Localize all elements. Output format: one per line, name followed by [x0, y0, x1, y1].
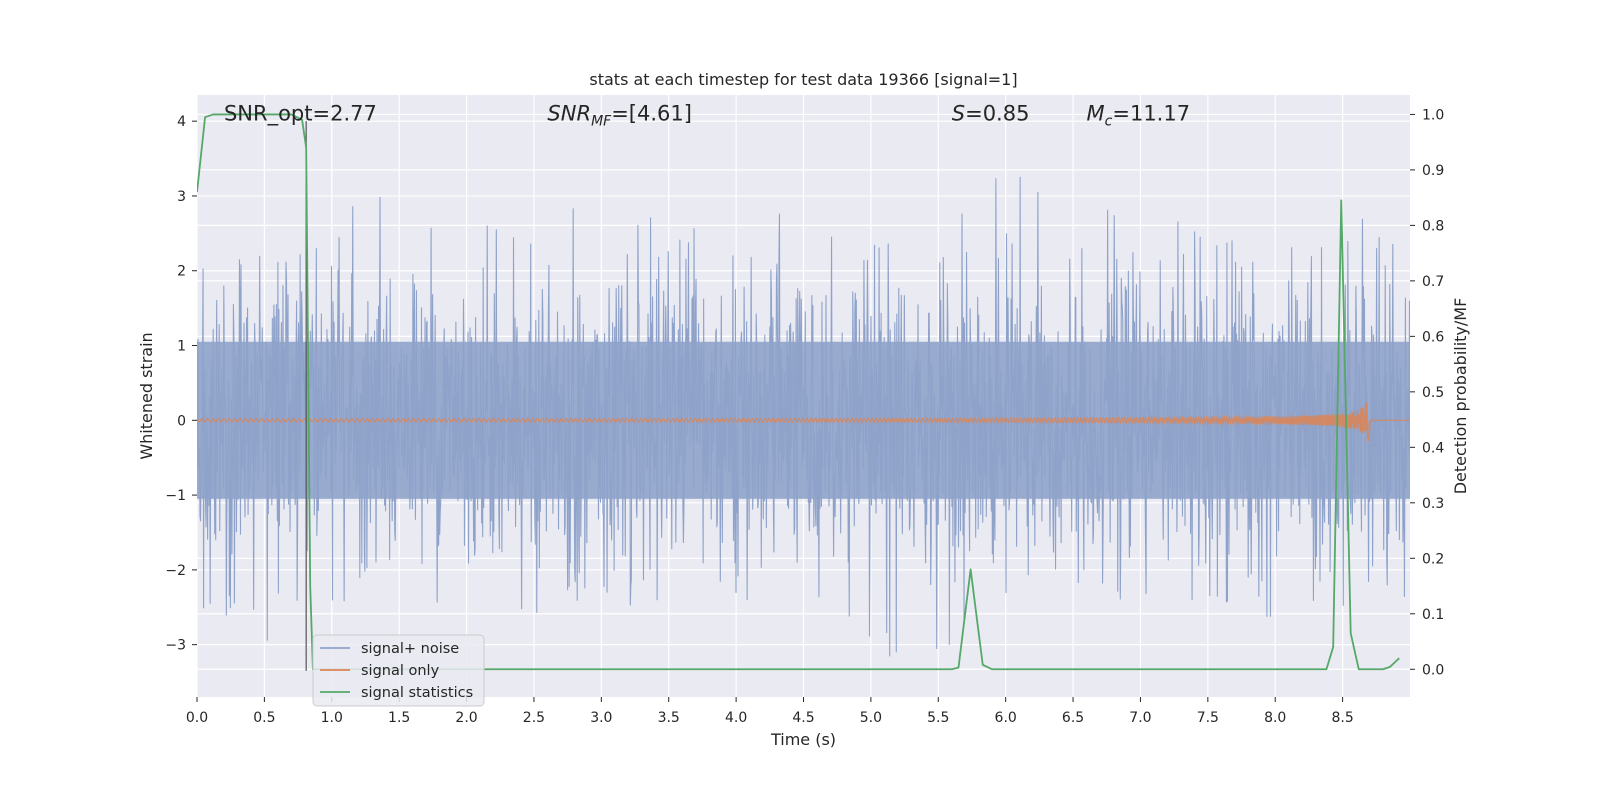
y-tick-label: −2	[165, 563, 186, 579]
y2-tick-label: 0.9	[1422, 163, 1444, 179]
y2-tick-label: 0.8	[1422, 218, 1444, 234]
noise-trace	[197, 176, 1410, 657]
plot-area	[197, 113, 1410, 671]
x-tick-label: 5.0	[860, 710, 882, 726]
x-tick-label: 2.0	[455, 710, 477, 726]
chart-title: stats at each timestep for test data 193…	[589, 70, 1017, 89]
legend-box	[312, 634, 485, 707]
x-tick-label: 4.0	[725, 710, 747, 726]
y-tick-label: 0	[177, 413, 186, 429]
y-tick-label: 4	[177, 114, 186, 130]
x-tick-label: 7.5	[1197, 710, 1219, 726]
y2-tick-label: 0.0	[1422, 662, 1444, 678]
legend-label: signal statistics	[361, 685, 473, 701]
x-tick-label: 1.0	[321, 710, 343, 726]
y2-tick-label: 0.6	[1422, 329, 1444, 345]
annotation-2: S=0.85	[952, 102, 1030, 126]
y2-tick-label: 0.4	[1422, 440, 1444, 456]
y-axis-right: 1.0 0.9 0.8 0.7 0.6 0.5 0.4 0.3 0.2 0.1 0.0	[1410, 107, 1444, 678]
x-tick-label: 3.5	[658, 710, 680, 726]
signal-trace	[197, 402, 1410, 442]
y-tick-label: 2	[177, 264, 186, 280]
y2-axis-label: Detection probability/MF	[1451, 298, 1470, 495]
annotation-1: SNRMF=[4.61]	[547, 102, 692, 130]
x-tick-label: 2.5	[523, 710, 545, 726]
annotations: SNR_opt=2.77 SNRMF=[4.61] S=0.85 Mc=11.17	[224, 102, 1190, 130]
x-tick-label: 6.0	[995, 710, 1017, 726]
x-tick-label: 3.0	[590, 710, 612, 726]
x-axis: 0.0 0.5 1.0 1.5 2.0 2.5 3.0 3.5 4.0 4.5 5.0 5.5 6.0 6…	[186, 697, 1354, 726]
x-tick-label: 8.5	[1331, 710, 1353, 726]
y-tick-label: −3	[165, 638, 186, 654]
y-tick-label: 3	[177, 189, 186, 205]
legend-label: signal+ noise	[361, 641, 459, 657]
x-tick-label: 5.5	[927, 710, 949, 726]
x-tick-label: 1.5	[388, 710, 410, 726]
annotation-3: Mc=11.17	[1087, 102, 1191, 130]
y2-tick-label: 0.3	[1422, 496, 1444, 512]
annotation-0: SNR_opt=2.77	[224, 102, 377, 127]
x-tick-label: 4.5	[792, 710, 814, 726]
y-tick-label: −1	[165, 488, 186, 504]
y2-tick-label: 1.0	[1422, 107, 1444, 123]
series-signal-statistics	[197, 113, 1400, 671]
y2-tick-label: 0.1	[1422, 607, 1444, 623]
x-tick-label: 0.5	[253, 710, 275, 726]
x-tick-label: 6.5	[1062, 710, 1084, 726]
legend-label: signal only	[361, 663, 440, 679]
y-axis-left: 4 3 2 1 0 −1 −2 −3	[165, 114, 197, 654]
x-axis-label: Time (s)	[770, 730, 836, 749]
statistics-trace	[197, 113, 1400, 671]
x-tick-label: 7.0	[1129, 710, 1151, 726]
y-axis-label: Whitened strain	[137, 332, 156, 459]
x-tick-label: 0.0	[186, 710, 208, 726]
y2-tick-label: 0.2	[1422, 551, 1444, 567]
x-tick-label: 8.0	[1264, 710, 1286, 726]
y2-tick-label: 0.5	[1422, 385, 1444, 401]
series-signal-only	[197, 402, 1410, 442]
legend: signal+ noise signal only signal statistic…	[312, 634, 485, 707]
y2-tick-label: 0.7	[1422, 274, 1444, 290]
y-tick-label: 1	[177, 339, 186, 355]
